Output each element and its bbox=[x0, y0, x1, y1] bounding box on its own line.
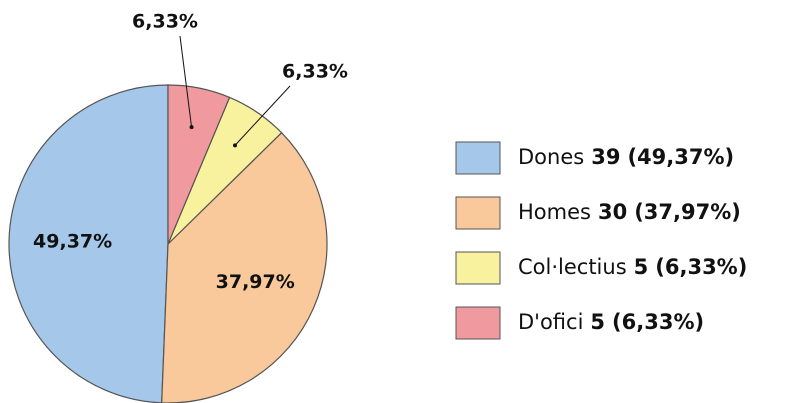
slice-label: 6,33% bbox=[282, 61, 348, 83]
leader-dot bbox=[189, 125, 194, 130]
pie-slice bbox=[161, 131, 328, 403]
leader-line bbox=[234, 85, 291, 146]
leader-dot bbox=[232, 143, 237, 148]
legend-entry: Homes 30 (37,97%) bbox=[518, 200, 741, 224]
legend-swatch bbox=[455, 196, 501, 230]
legend-swatch bbox=[455, 141, 501, 175]
legend-percent: (37,97%) bbox=[634, 200, 741, 224]
legend-name: Homes bbox=[518, 200, 591, 224]
legend-swatch bbox=[455, 306, 501, 340]
legend-name: Col·lectius bbox=[518, 255, 627, 279]
legend-percent: (6,33%) bbox=[612, 310, 704, 334]
legend-swatch bbox=[455, 251, 501, 285]
legend-entry: D'ofici 5 (6,33%) bbox=[518, 310, 704, 334]
legend-count: 30 bbox=[598, 200, 627, 224]
legend-count: 39 bbox=[591, 145, 620, 169]
pie-slice bbox=[167, 84, 231, 245]
legend-entry: Dones 39 (49,37%) bbox=[518, 145, 734, 169]
slice-label: 37,97% bbox=[216, 271, 295, 293]
leader-line bbox=[179, 35, 193, 128]
pie-slice bbox=[8, 84, 169, 403]
legend-entry: Col·lectius 5 (6,33%) bbox=[518, 255, 747, 279]
legend-count: 5 bbox=[634, 255, 649, 279]
slice-label: 6,33% bbox=[132, 11, 198, 33]
legend-name: Dones bbox=[518, 145, 584, 169]
legend-count: 5 bbox=[590, 310, 605, 334]
legend-percent: (6,33%) bbox=[655, 255, 747, 279]
legend-name: D'ofici bbox=[518, 310, 583, 334]
slice-label: 49,37% bbox=[33, 231, 112, 253]
legend-percent: (49,37%) bbox=[627, 145, 734, 169]
